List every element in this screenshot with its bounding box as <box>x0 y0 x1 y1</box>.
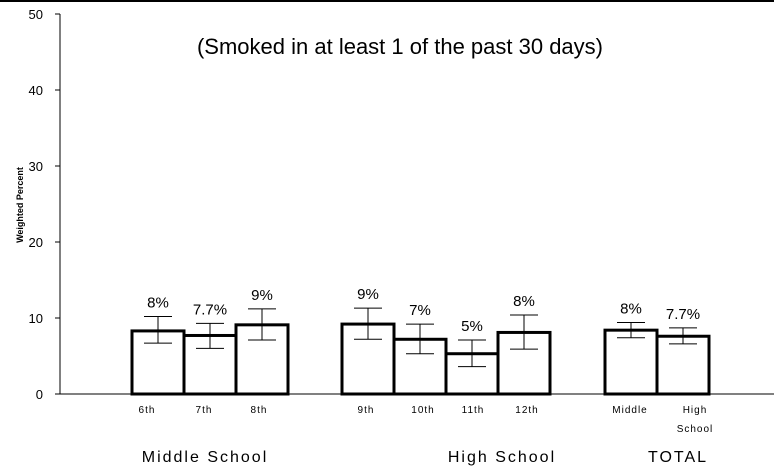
data-label: 5% <box>461 318 483 335</box>
x-tick-label: 12th <box>515 405 538 416</box>
group-label: Middle School <box>142 449 269 466</box>
x-tick-label: High School <box>677 405 714 435</box>
bar <box>655 334 711 396</box>
data-label: 9% <box>357 286 379 303</box>
data-label: 8% <box>620 301 642 318</box>
x-tick-label: 8th <box>251 405 268 416</box>
bar-group: 8% 6th 7.7% 7th 9% 8th <box>130 287 290 416</box>
bar-group: 9% 9th 7% 10th 5% 11th 8% 12th <box>340 286 552 416</box>
data-label: 7.7% <box>193 301 227 318</box>
y-axis-label: Weighted Percent <box>15 167 25 243</box>
y-tick-label: 50 <box>29 7 43 22</box>
y-tick-label: 40 <box>29 83 43 98</box>
group-label: TOTAL <box>648 449 708 466</box>
group-label: High School <box>448 449 556 466</box>
data-label: 9% <box>251 287 273 304</box>
x-tick-label: Middle <box>612 405 647 416</box>
bar <box>603 328 659 396</box>
bars: 8% 6th 7.7% 7th 9% 8th Middle School 9% 9th 7% 10t… <box>130 286 714 466</box>
x-tick-label: 6th <box>139 405 156 416</box>
data-label: 7% <box>409 302 431 319</box>
y-tick-label: 10 <box>29 311 43 326</box>
y-tick-label: 0 <box>36 387 43 402</box>
data-label: 8% <box>147 294 169 311</box>
y-tick-label: 20 <box>29 235 43 250</box>
data-label: 8% <box>513 293 535 310</box>
bar-group: 8% Middle 7.7% High School <box>603 301 714 435</box>
y-ticks: 0 10 20 30 40 50 <box>29 7 60 402</box>
x-tick-label: 7th <box>196 405 213 416</box>
x-tick-label: 9th <box>358 405 375 416</box>
chart-title: (Smoked in at least 1 of the past 30 day… <box>197 34 603 59</box>
y-tick-label: 30 <box>29 159 43 174</box>
data-label: 7.7% <box>666 306 700 323</box>
x-tick-label: 10th <box>411 405 434 416</box>
x-tick-label: 11th <box>462 405 485 416</box>
